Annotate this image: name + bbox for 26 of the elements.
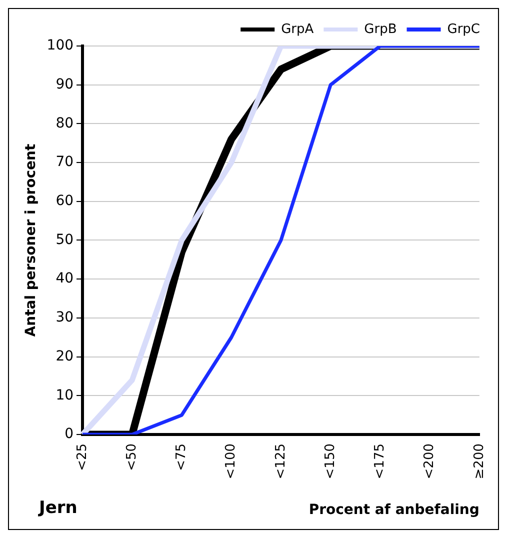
y-tick-label: 70 — [56, 154, 74, 170]
y-tick-label: 50 — [56, 232, 74, 248]
legend-label: GrpB — [364, 22, 397, 37]
y-tick-label: 30 — [56, 310, 74, 326]
x-axis-title: Procent af anbefaling — [308, 502, 480, 518]
y-axis-title: Antal personer i procent — [23, 143, 40, 337]
y-tick-label: 40 — [56, 270, 74, 287]
x-tick-label: <50 — [124, 443, 140, 471]
y-tick-label: 80 — [56, 115, 74, 132]
x-tick-label: <150 — [322, 443, 338, 480]
x-tick-label: <75 — [174, 443, 190, 471]
x-tick-label: <25 — [74, 443, 90, 471]
y-tick-label: 100 — [46, 38, 74, 54]
y-tick-label: 10 — [56, 387, 74, 404]
y-tick-label: 20 — [56, 348, 74, 364]
text: Jern — [38, 498, 78, 518]
legend-label: GrpC — [447, 22, 480, 37]
x-tick-label: <125 — [273, 443, 288, 480]
y-tick-label: 60 — [56, 193, 74, 210]
y-tick-label: 0 — [64, 426, 74, 442]
y-tick-label: 90 — [56, 76, 74, 92]
x-tick-label: <100 — [224, 443, 239, 480]
x-tick-label: <175 — [372, 443, 388, 480]
x-tick-label: <200 — [422, 443, 438, 480]
legend-label: GrpA — [281, 22, 314, 37]
x-tick-label: ≥200 — [472, 443, 487, 480]
